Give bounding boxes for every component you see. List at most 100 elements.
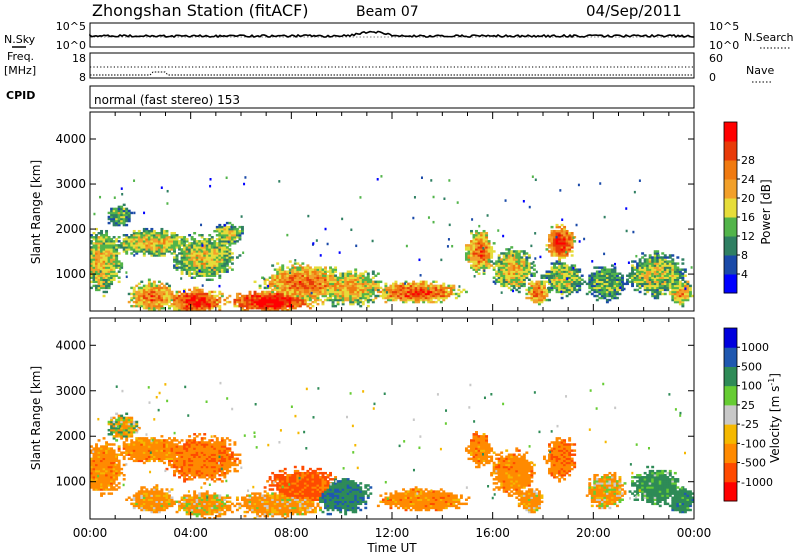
- data-cell: [593, 284, 597, 288]
- data-cell: [90, 250, 93, 253]
- data-cell: [170, 240, 174, 243]
- data-cell: [671, 254, 675, 257]
- data-cell: [517, 268, 521, 271]
- data-cell: [351, 282, 355, 286]
- data-cell: [188, 308, 192, 312]
- data-cell: [102, 270, 106, 273]
- data-cell: [213, 229, 217, 233]
- data-cell: [565, 236, 569, 239]
- data-speck: [482, 247, 485, 250]
- data-cell: [188, 292, 192, 296]
- data-cell: [140, 234, 144, 237]
- data-cell: [550, 231, 554, 235]
- data-cell: [631, 272, 634, 275]
- data-cell: [117, 260, 121, 263]
- data-cell: [530, 284, 534, 288]
- data-cell: [548, 298, 551, 302]
- data-cell: [472, 246, 476, 249]
- data-cell: [319, 288, 322, 292]
- data-cell: [656, 296, 660, 300]
- data-cell: [608, 298, 612, 302]
- data-cell: [228, 238, 232, 241]
- data-cell: [120, 433, 124, 436]
- data-cell: [188, 264, 192, 267]
- data-cell: [145, 288, 149, 292]
- data-cell: [195, 264, 199, 267]
- data-cell: [492, 276, 496, 279]
- data-cell: [527, 270, 531, 273]
- data-cell: [683, 296, 687, 300]
- data-cell: [329, 282, 332, 286]
- data-cell: [132, 246, 136, 249]
- data-cell: [135, 445, 139, 448]
- data-cell: [208, 242, 212, 245]
- data-cell: [678, 298, 682, 302]
- data-cell: [593, 288, 597, 292]
- data-speck: [623, 287, 626, 291]
- data-cell: [165, 290, 169, 294]
- data-cell: [553, 254, 556, 257]
- data-cell: [648, 266, 652, 269]
- data-cell: [303, 270, 307, 273]
- data-cell: [150, 508, 154, 512]
- data-cell: [125, 451, 129, 454]
- data-cell: [95, 242, 98, 245]
- data-cell: [210, 296, 214, 300]
- data-cell: [673, 284, 677, 288]
- data-cell: [266, 308, 270, 312]
- data-cell: [565, 266, 569, 269]
- data-cell: [102, 294, 106, 298]
- data-cell: [190, 308, 194, 312]
- data-cell: [351, 294, 355, 298]
- data-cell: [175, 290, 179, 294]
- data-cell: [100, 447, 103, 450]
- data-cell: [316, 296, 320, 300]
- data-cell: [545, 294, 549, 298]
- data-cell: [92, 459, 96, 463]
- data-cell: [180, 298, 184, 302]
- data-cell: [228, 242, 232, 245]
- data-cell: [253, 302, 257, 306]
- colorbar-tick-label: 16: [741, 211, 755, 224]
- data-cell: [419, 290, 423, 294]
- data-cell: [550, 236, 554, 239]
- data-cell: [195, 296, 199, 300]
- data-cell: [676, 286, 680, 290]
- data-cell: [152, 234, 156, 237]
- data-cell: [442, 298, 446, 302]
- data-cell: [449, 288, 453, 292]
- data-speck: [319, 254, 322, 257]
- data-cell: [117, 424, 121, 428]
- data-cell: [313, 282, 317, 286]
- data-cell: [152, 494, 156, 497]
- data-cell: [95, 254, 98, 257]
- data-cell: [95, 244, 98, 247]
- data-cell: [349, 282, 353, 286]
- data-cell: [170, 231, 174, 235]
- data-cell: [313, 300, 317, 304]
- data-cell: [472, 262, 476, 265]
- data-cell: [235, 231, 239, 235]
- data-cell: [329, 280, 332, 284]
- data-cell: [220, 244, 224, 247]
- data-cell: [213, 294, 217, 298]
- data-cell: [407, 282, 411, 286]
- data-cell: [193, 246, 197, 249]
- data-cell: [563, 284, 567, 288]
- data-cell: [384, 290, 388, 294]
- data-cell: [663, 282, 667, 286]
- data-cell: [525, 272, 529, 275]
- data-cell: [543, 292, 546, 296]
- data-cell: [603, 286, 607, 290]
- data-cell: [329, 268, 332, 271]
- data-cell: [100, 465, 103, 469]
- data-cell: [676, 272, 680, 275]
- data-cell: [200, 272, 204, 275]
- data-cell: [573, 286, 577, 290]
- data-cell: [485, 256, 489, 259]
- data-cell: [306, 284, 310, 288]
- data-cell: [92, 453, 96, 456]
- data-cell: [160, 248, 164, 251]
- data-cell: [225, 252, 229, 255]
- data-speck: [263, 277, 266, 281]
